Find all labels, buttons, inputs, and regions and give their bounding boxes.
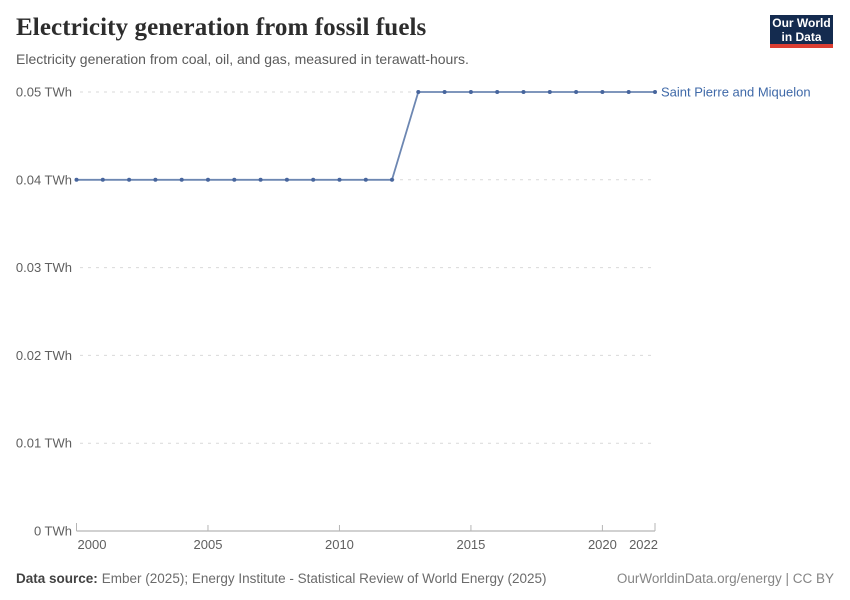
credit-link[interactable]: OurWorldinData.org/energy | CC BY bbox=[616, 571, 834, 586]
data-point bbox=[626, 90, 631, 94]
data-point bbox=[311, 177, 316, 182]
data-point bbox=[232, 177, 237, 182]
data-point bbox=[653, 90, 657, 94]
data-source: Data source: Ember (2025); Energy Institu… bbox=[16, 571, 546, 586]
y-tick-label: 0.05 TWh bbox=[16, 85, 72, 100]
data-point bbox=[390, 177, 394, 182]
data-point bbox=[468, 90, 473, 94]
data-point bbox=[337, 177, 342, 182]
y-tick-label: 0.02 TWh bbox=[16, 348, 72, 363]
series-label[interactable]: Saint Pierre and Miquelon bbox=[661, 85, 811, 100]
y-tick-label: 0 TWh bbox=[34, 524, 72, 539]
x-tick-label: 2010 bbox=[325, 537, 354, 552]
data-point bbox=[127, 177, 132, 182]
data-source-label: Data source: bbox=[16, 571, 98, 586]
page-title: Electricity generation from fossil fuels bbox=[16, 14, 427, 41]
data-point bbox=[600, 90, 605, 94]
data-point bbox=[179, 177, 184, 182]
data-point bbox=[416, 90, 421, 94]
x-tick-label: 2022 bbox=[629, 537, 658, 552]
owid-logo-line2: in Data bbox=[781, 29, 822, 44]
chart-subtitle: Electricity generation from coal, oil, a… bbox=[16, 51, 469, 67]
series-line bbox=[76, 91, 655, 181]
chart-footer: Data source: Ember (2025); Energy Institu… bbox=[16, 571, 834, 586]
owid-logo[interactable]: Our World in Data bbox=[770, 15, 833, 48]
data-point bbox=[258, 177, 263, 182]
x-tick-label: 2005 bbox=[194, 537, 223, 552]
data-point bbox=[521, 90, 526, 94]
data-point bbox=[284, 177, 289, 182]
data-point bbox=[153, 177, 158, 182]
y-tick-label: 0.01 TWh bbox=[16, 436, 72, 451]
owid-logo-line1: Our World bbox=[772, 15, 831, 30]
y-tick-label: 0.03 TWh bbox=[16, 260, 72, 275]
data-point bbox=[363, 177, 368, 182]
y-tick-label: 0.04 TWh bbox=[16, 172, 72, 187]
data-point bbox=[574, 90, 579, 94]
data-point bbox=[495, 90, 500, 94]
data-source-text: Ember (2025); Energy Institute - Statist… bbox=[101, 571, 547, 586]
x-tick-label: 2000 bbox=[78, 537, 107, 552]
data-point bbox=[206, 177, 210, 182]
data-point bbox=[547, 90, 552, 94]
data-point bbox=[442, 90, 447, 94]
data-point bbox=[100, 177, 105, 182]
x-tick-label: 2020 bbox=[588, 537, 617, 552]
x-tick-label: 2015 bbox=[456, 537, 485, 552]
data-point bbox=[74, 177, 79, 182]
